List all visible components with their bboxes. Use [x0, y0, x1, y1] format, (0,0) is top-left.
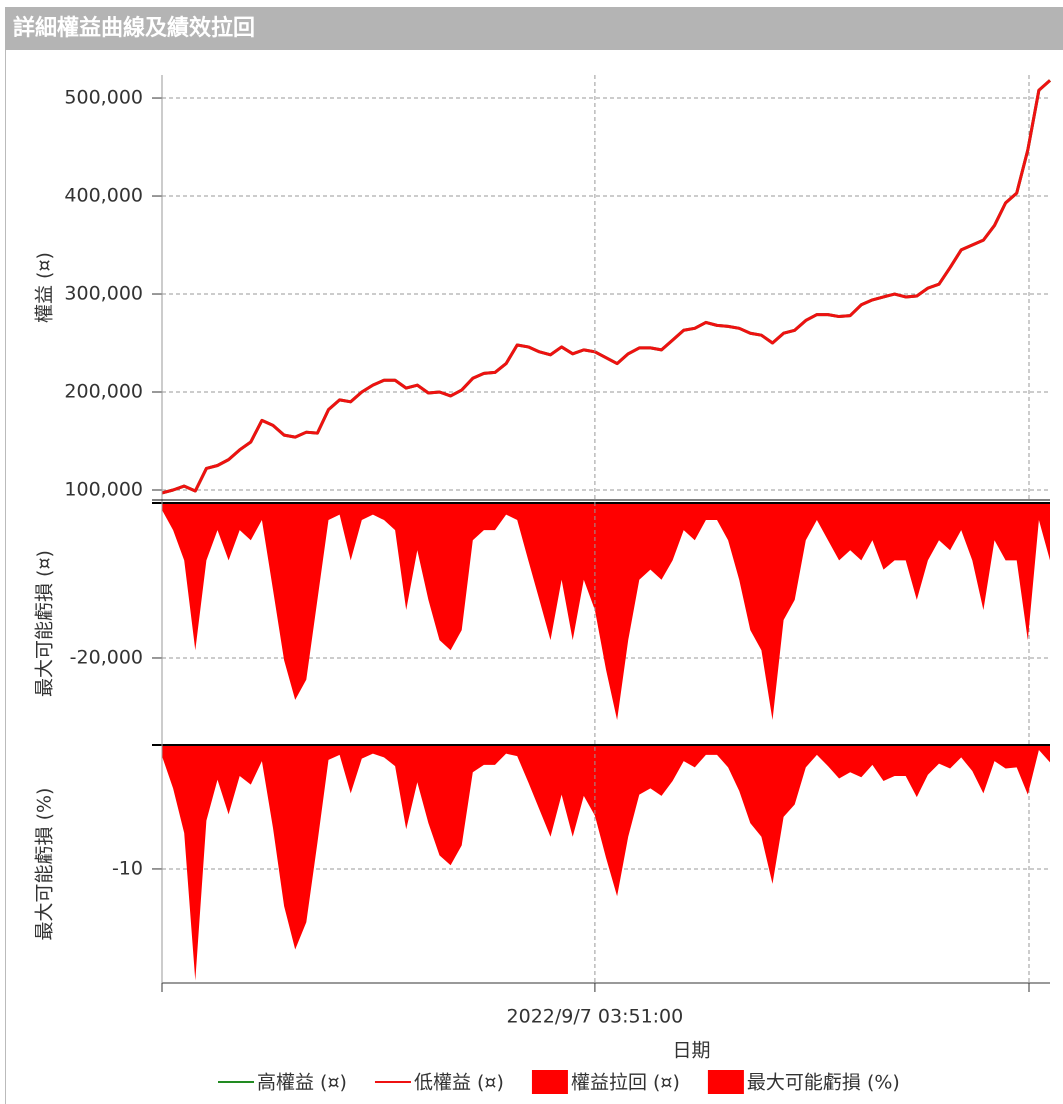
- y-axis-label: 權益 (¤): [34, 252, 56, 323]
- legend-label: 權益拉回 (¤): [571, 1072, 680, 1094]
- equity-line: [161, 79, 1051, 495]
- legend-label: 最大可能虧損 (%): [747, 1072, 900, 1094]
- chart-frame: [5, 50, 1062, 1104]
- y-tick-label: 400,000: [64, 185, 143, 207]
- title-bar: 詳細權益曲線及績效拉回: [5, 7, 1063, 50]
- legend-entry: 最大可能虧損 (%): [707, 1070, 900, 1094]
- y-axis-label: 最大可能虧損 (%): [34, 788, 56, 941]
- legend-entry: 權益拉回 (¤): [531, 1070, 680, 1094]
- legend-entry: 低權益 (¤): [374, 1072, 504, 1094]
- legend-swatch: [707, 1070, 744, 1094]
- legend-swatch: [531, 1070, 568, 1094]
- x-tick-label: 2022/9/7 03:51:00: [507, 1006, 684, 1028]
- y-tick-label: -10: [112, 857, 143, 879]
- y-tick-label: -20,000: [70, 646, 143, 668]
- legend-label: 高權益 (¤): [257, 1072, 347, 1094]
- drawdown-area: [162, 503, 1050, 720]
- y-tick-label: 300,000: [64, 283, 143, 305]
- y-tick-label: 200,000: [64, 381, 143, 403]
- y-tick-label: 100,000: [64, 479, 143, 501]
- legend-label: 低權益 (¤): [414, 1072, 504, 1094]
- y-axis-label: 最大可能虧損 (¤): [34, 550, 56, 697]
- legend-entry: 高權益 (¤): [218, 1072, 347, 1094]
- x-axis-label: 日期: [672, 1040, 710, 1062]
- y-tick-label: 500,000: [64, 87, 143, 109]
- equity-line: [161, 79, 1051, 495]
- drawdown-area: [162, 745, 1050, 981]
